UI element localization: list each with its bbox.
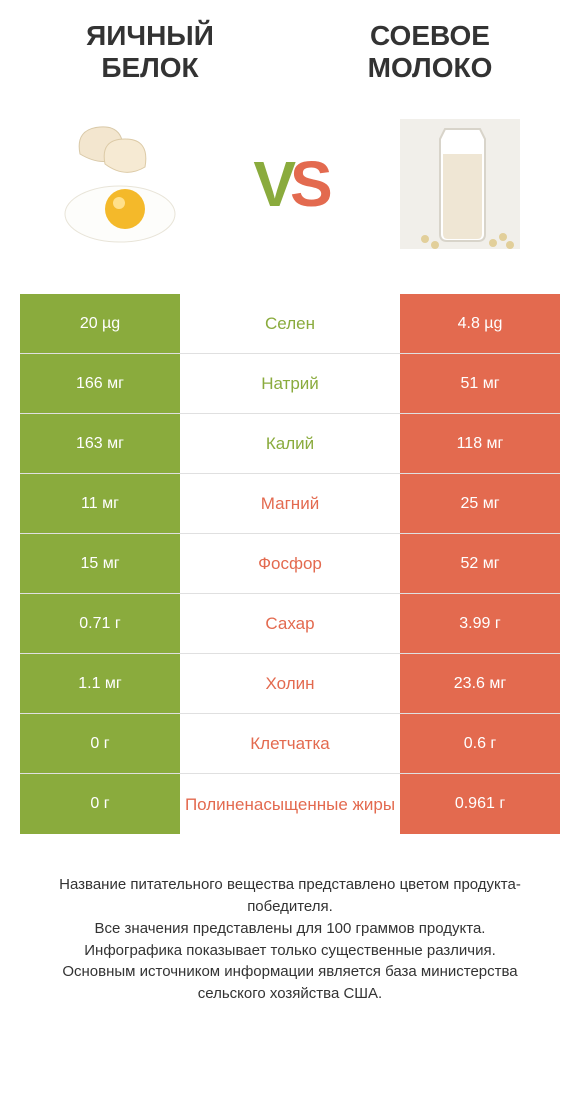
footer-line-2: Все значения представлены для 100 граммо… — [30, 918, 550, 940]
nutrient-label: Полиненасыщенные жиры — [180, 774, 400, 834]
footer-line-1: Название питательного вещества представл… — [30, 874, 550, 918]
egg-icon — [45, 109, 195, 259]
right-value-cell: 23.6 мг — [400, 654, 560, 713]
right-title-line1: СОЕВОЕ — [370, 20, 490, 51]
left-product-image — [40, 104, 200, 264]
table-row: 0 гКлетчатка0.6 г — [20, 714, 560, 774]
table-row: 0 гПолиненасыщенные жиры0.961 г — [20, 774, 560, 834]
soy-milk-icon — [385, 109, 535, 259]
table-row: 0.71 гСахар3.99 г — [20, 594, 560, 654]
left-value-cell: 15 мг — [20, 534, 180, 593]
vs-badge: VS — [253, 147, 326, 221]
table-row: 11 мгМагний25 мг — [20, 474, 560, 534]
left-title-line2: БЕЛОК — [101, 52, 198, 83]
header: ЯИЧНЫЙ БЕЛОК СОЕВОЕ МОЛОКО — [0, 0, 580, 94]
left-value-cell: 0.71 г — [20, 594, 180, 653]
table-row: 163 мгКалий118 мг — [20, 414, 560, 474]
nutrient-label: Клетчатка — [180, 714, 400, 773]
nutrient-label: Натрий — [180, 354, 400, 413]
left-value-cell: 1.1 мг — [20, 654, 180, 713]
right-value-cell: 51 мг — [400, 354, 560, 413]
right-value-cell: 52 мг — [400, 534, 560, 593]
nutrient-label: Магний — [180, 474, 400, 533]
right-product-image — [380, 104, 540, 264]
left-value-cell: 11 мг — [20, 474, 180, 533]
nutrient-label: Сахар — [180, 594, 400, 653]
nutrient-label: Селен — [180, 294, 400, 353]
left-value-cell: 166 мг — [20, 354, 180, 413]
comparison-table: 20 µgСелен4.8 µg166 мгНатрий51 мг163 мгК… — [0, 294, 580, 834]
vs-letter-s: S — [290, 148, 327, 220]
left-title-line1: ЯИЧНЫЙ — [86, 20, 214, 51]
nutrient-label: Калий — [180, 414, 400, 473]
footer-line-3: Инфографика показывает только существенн… — [30, 940, 550, 962]
right-product-title: СОЕВОЕ МОЛОКО — [330, 20, 530, 84]
table-row: 20 µgСелен4.8 µg — [20, 294, 560, 354]
nutrient-label: Фосфор — [180, 534, 400, 593]
footer-line-4: Основным источником информации является … — [30, 961, 550, 1005]
right-title-line2: МОЛОКО — [368, 52, 493, 83]
table-row: 15 мгФосфор52 мг — [20, 534, 560, 594]
vs-letter-v: V — [253, 148, 290, 220]
left-value-cell: 0 г — [20, 774, 180, 834]
footer-notes: Название питательного вещества представл… — [0, 834, 580, 1005]
right-value-cell: 0.961 г — [400, 774, 560, 834]
left-product-title: ЯИЧНЫЙ БЕЛОК — [50, 20, 250, 84]
table-row: 166 мгНатрий51 мг — [20, 354, 560, 414]
nutrient-label: Холин — [180, 654, 400, 713]
left-value-cell: 0 г — [20, 714, 180, 773]
right-value-cell: 25 мг — [400, 474, 560, 533]
images-row: VS — [0, 94, 580, 294]
left-value-cell: 20 µg — [20, 294, 180, 353]
right-value-cell: 3.99 г — [400, 594, 560, 653]
right-value-cell: 4.8 µg — [400, 294, 560, 353]
table-row: 1.1 мгХолин23.6 мг — [20, 654, 560, 714]
right-value-cell: 0.6 г — [400, 714, 560, 773]
right-value-cell: 118 мг — [400, 414, 560, 473]
left-value-cell: 163 мг — [20, 414, 180, 473]
